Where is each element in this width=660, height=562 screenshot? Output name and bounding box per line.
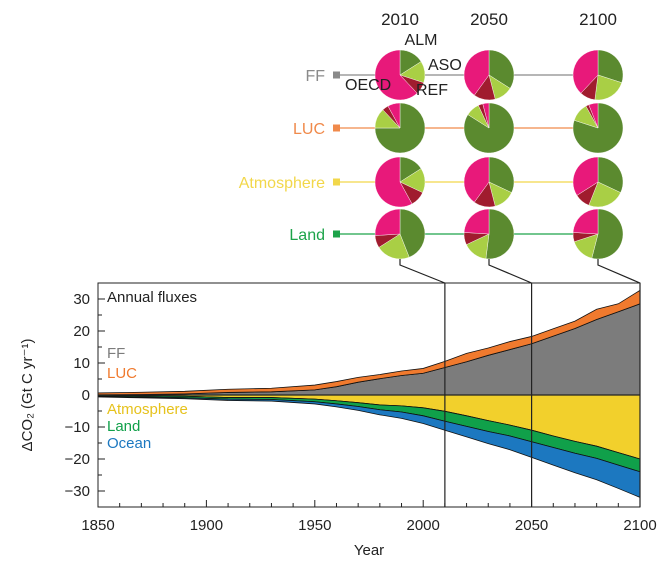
pie-slice-oecd [374, 208, 401, 236]
x-axis-label: Year [354, 542, 384, 559]
pie-atmosphere-2010 [374, 156, 426, 208]
pie-slice-aso [588, 181, 621, 208]
pie-land-2050 [463, 208, 515, 260]
pie-slice-oecd [463, 208, 490, 235]
pie-slice-oecd [588, 102, 599, 129]
row-marker [333, 124, 340, 132]
pie-slice-oecd [374, 156, 413, 208]
pie-slice-oecd [387, 102, 401, 129]
x-tick-label: 1850 [81, 517, 114, 534]
pie-slice-aso [378, 233, 410, 260]
pie-slice-oecd [572, 49, 599, 94]
row-label: LUC [293, 121, 325, 138]
connector-2010 [399, 259, 446, 284]
pie-slice-alm [374, 102, 426, 154]
pie-atmosphere-2050 [463, 156, 515, 208]
pie-land-2100 [572, 208, 624, 260]
pie-atmosphere-2100 [572, 156, 624, 208]
pie-luc-2010 [374, 102, 426, 154]
y-tick-label: −30 [65, 483, 90, 500]
x-tick-label: 1900 [190, 517, 223, 534]
region-label-ref: REF [416, 82, 448, 99]
pie-slice-alm [591, 208, 624, 260]
pie-slice-oecd [572, 156, 599, 196]
pie-ff-2100 [572, 49, 624, 101]
legend-land: Land [107, 418, 140, 435]
y-tick-label: 30 [73, 291, 90, 308]
row-label: Land [289, 227, 325, 244]
legend-atmosphere: Atmosphere [107, 401, 188, 418]
region-labels: ALM ASO REF OECD [345, 32, 462, 99]
y-tick-label: −20 [65, 451, 90, 468]
pie-year-labels: 2010 2050 2100 [381, 10, 617, 29]
pie-row-land: Land [289, 208, 624, 260]
y-tick-label: 0 [82, 387, 90, 404]
row-label: Atmosphere [239, 175, 325, 192]
pie-land-2010 [374, 208, 426, 260]
pie-year-2010: 2010 [381, 10, 419, 29]
connector-2100 [597, 259, 641, 284]
region-label-alm: ALM [405, 32, 438, 49]
pie-luc-2050 [463, 102, 515, 154]
pie-slice-alm [485, 208, 515, 260]
pie-row-luc: LUC [293, 102, 624, 154]
pie-year-2100: 2100 [579, 10, 617, 29]
pie-rows: FF LUC Atmosphere Land [239, 49, 624, 260]
pie-slice-oecd [482, 102, 490, 129]
pie-slice-alm [597, 156, 624, 193]
pie-row-atmosphere: Atmosphere [239, 156, 624, 208]
x-tick-label: 1950 [298, 517, 331, 534]
y-tick-label: 20 [73, 323, 90, 340]
pie-slice-alm [572, 102, 624, 154]
x-tick-label: 2000 [407, 517, 440, 534]
pie-matrix: 2010 2050 2100 FF LUC Atmosphere Land ALM ASO R… [239, 10, 624, 260]
pie-slice-oecd [463, 49, 490, 96]
row-label: FF [305, 68, 325, 85]
legend-luc: LUC [107, 365, 137, 382]
area-chart: 1850 1900 1950 2000 2050 2100 30 20 10 0 −10 −20 −3… [19, 282, 657, 559]
row-marker [333, 71, 340, 79]
region-label-aso: ASO [428, 57, 462, 74]
pie-slice-alm [399, 208, 426, 258]
connector-2050 [488, 259, 532, 284]
pie-ff-2010 [374, 49, 426, 101]
connector-lines [399, 259, 641, 284]
area-series [97, 289, 641, 498]
pie-luc-2100 [572, 102, 624, 154]
y-tick-label: 10 [73, 355, 90, 372]
pie-slice-oecd [572, 208, 599, 235]
pie-slice-aso [594, 74, 623, 101]
annotation-annual-fluxes: Annual fluxes [107, 289, 197, 306]
row-marker [333, 230, 340, 238]
y-axis-label: ΔCO₂ (Gt C yr⁻¹) [19, 339, 36, 452]
pie-slice-alm [597, 49, 624, 83]
pie-year-2050: 2050 [470, 10, 508, 29]
pie-slice-alm [488, 156, 515, 193]
y-tick-label: −10 [65, 419, 90, 436]
area-ff [97, 303, 641, 396]
pie-slice-oecd [463, 156, 490, 203]
row-marker [333, 178, 340, 186]
y-axis: 30 20 10 0 −10 −20 −30 [65, 282, 105, 508]
pie-ff-2050 [463, 49, 515, 101]
region-label-oecd: OECD [345, 77, 391, 94]
pie-slice-oecd [374, 49, 418, 101]
pie-row-ff: FF [305, 49, 624, 101]
x-axis: 1850 1900 1950 2000 2050 2100 [81, 500, 657, 534]
x-tick-label: 2050 [515, 517, 548, 534]
legend-ff: FF [107, 345, 125, 362]
legend-ocean: Ocean [107, 435, 151, 452]
x-tick-label: 2100 [623, 517, 656, 534]
